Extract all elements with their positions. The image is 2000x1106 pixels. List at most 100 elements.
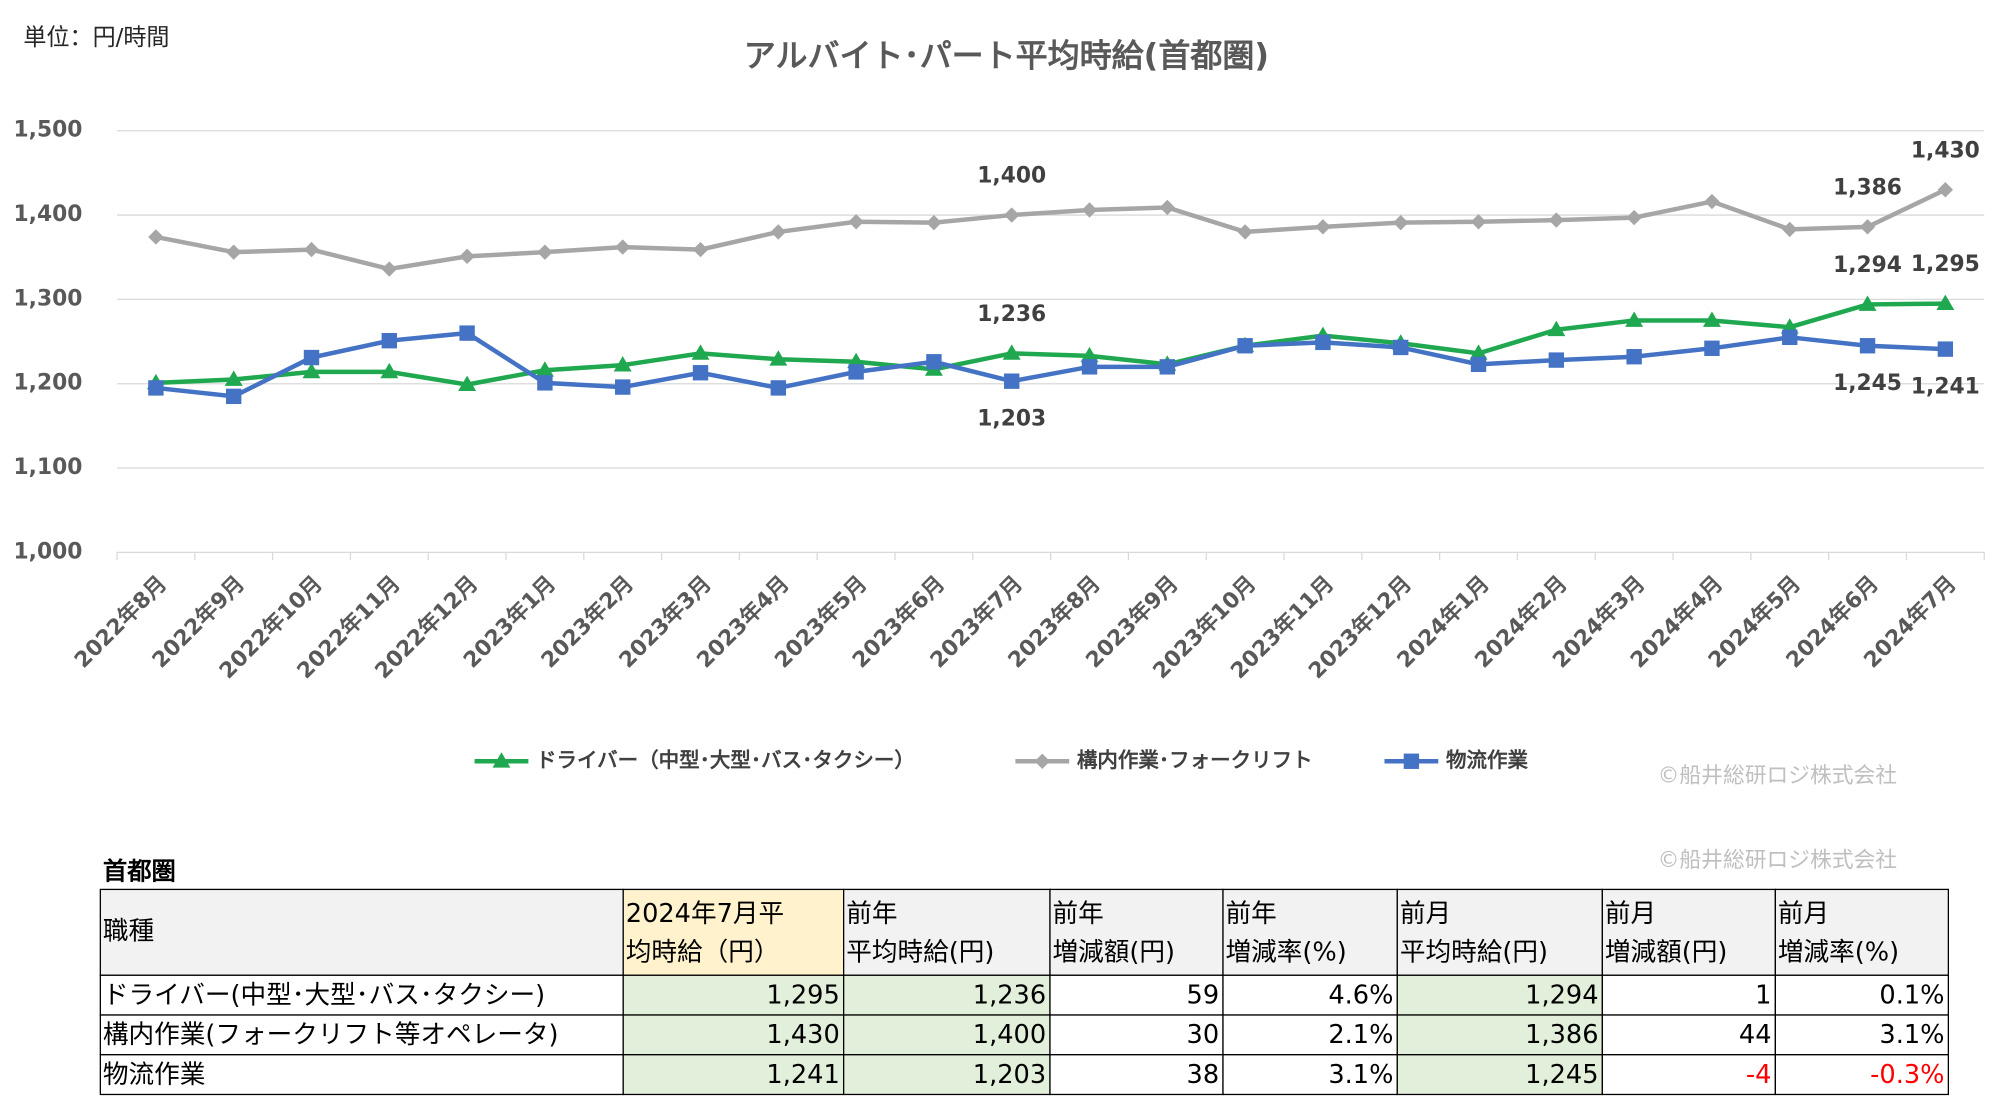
table-cell — [1601, 974, 1776, 1016]
marker — [492, 752, 511, 768]
marker — [303, 241, 320, 258]
y-tick-label: 1,500 — [14, 118, 83, 143]
marker — [1469, 344, 1488, 360]
legend-label: ドライバー（中型･大型･バス･タクシー） — [536, 748, 915, 772]
data-label: 1,236 — [977, 302, 1046, 327]
header-text: 前年 — [1226, 899, 1277, 929]
table-cell — [1601, 1014, 1776, 1056]
marker — [148, 229, 164, 245]
marker — [1626, 209, 1642, 226]
marker — [459, 325, 475, 341]
cell-text: 1,236 — [973, 980, 1046, 1010]
header-text: 平均時給(円) — [846, 937, 994, 967]
marker — [302, 362, 321, 379]
marker — [1470, 356, 1487, 372]
marker — [535, 361, 554, 377]
data-label: 1,400 — [977, 164, 1046, 189]
marker — [380, 362, 399, 379]
marker — [615, 379, 631, 395]
marker — [1237, 338, 1253, 354]
cell-text: 1,241 — [766, 1060, 839, 1090]
y-tick-label: 1,300 — [14, 286, 83, 311]
marker — [1004, 373, 1020, 389]
marker — [226, 244, 242, 260]
watermark: ©船井総研ロジ株式会社 — [1658, 764, 1897, 789]
marker — [1858, 295, 1877, 311]
data-label: 1,294 — [1833, 253, 1902, 278]
header-text: 前年 — [846, 899, 897, 929]
table-cell — [1396, 1014, 1603, 1056]
marker — [1004, 207, 1020, 223]
data-label: 1,241 — [1911, 375, 1980, 400]
cell-text: 2.1% — [1328, 1020, 1393, 1050]
marker — [1315, 219, 1331, 235]
table-cell — [1396, 1054, 1603, 1096]
marker — [1237, 224, 1253, 240]
series-line — [155, 301, 1946, 387]
marker — [769, 350, 788, 366]
marker — [1936, 294, 1955, 311]
marker — [226, 388, 242, 405]
marker — [770, 380, 787, 396]
header-text: 平均時給(円) — [1400, 937, 1548, 967]
marker — [1315, 334, 1331, 351]
cell-text: 4.6% — [1328, 980, 1393, 1010]
data-label: 1,245 — [1833, 371, 1902, 396]
marker — [1782, 329, 1798, 346]
marker — [1782, 221, 1798, 238]
header-text: 増減率(%) — [1778, 937, 1899, 967]
cell-text: 0.1% — [1879, 980, 1944, 1010]
marker — [692, 365, 709, 381]
marker — [1081, 359, 1098, 375]
marker — [1159, 359, 1176, 375]
data-label: 1,430 — [1911, 138, 1980, 163]
marker — [459, 248, 475, 265]
cell-text: 30 — [1187, 1020, 1220, 1050]
header-cell — [1222, 888, 1398, 976]
cell-text: 1,400 — [973, 1020, 1046, 1050]
marker — [381, 333, 397, 349]
watermark: ©船井総研ロジ株式会社 — [1658, 848, 1897, 873]
header-cell — [99, 888, 624, 976]
marker — [1393, 214, 1409, 231]
header-text: 前月 — [1400, 899, 1451, 929]
marker — [381, 261, 397, 277]
header-cell — [1049, 888, 1224, 976]
header-text: 前月 — [1605, 899, 1656, 929]
header-cell — [1396, 888, 1603, 976]
header-text: 均時給（円） — [626, 937, 780, 967]
marker — [692, 241, 709, 258]
cell-text: 1,294 — [1525, 980, 1598, 1010]
marker — [1859, 219, 1876, 235]
marker — [1937, 182, 1954, 198]
y-tick-label: 1,200 — [14, 371, 83, 396]
marker — [1548, 212, 1565, 228]
header-text: 増減額(円) — [1605, 937, 1728, 967]
cell-text: ドライバー(中型･大型･バス･タクシー) — [103, 980, 545, 1010]
y-tick-label: 1,400 — [14, 202, 83, 227]
marker — [537, 244, 553, 260]
marker — [1702, 311, 1721, 327]
marker — [770, 224, 787, 240]
cell-text: 3.1% — [1328, 1060, 1393, 1090]
table-cell — [1222, 1054, 1398, 1096]
y-tick-label: 1,100 — [14, 455, 83, 480]
table-cell — [1601, 1054, 1776, 1096]
table-cell — [843, 1014, 1051, 1056]
marker — [1704, 340, 1720, 356]
data-label: 1,203 — [977, 407, 1046, 432]
cell-text: -0.3% — [1870, 1060, 1944, 1090]
marker — [224, 370, 243, 386]
unit-label: 単位：円/時間 — [23, 25, 169, 51]
cell-text: 1,430 — [766, 1020, 839, 1050]
cell-text: 1,295 — [766, 980, 839, 1010]
marker — [848, 214, 864, 230]
marker — [148, 380, 164, 396]
cell-text: 物流作業 — [103, 1060, 205, 1090]
data-label: 1,386 — [1833, 175, 1902, 200]
marker — [303, 349, 320, 366]
marker — [1547, 320, 1566, 337]
table-cell — [1049, 1054, 1224, 1096]
data-label: 1,295 — [1911, 252, 1980, 277]
